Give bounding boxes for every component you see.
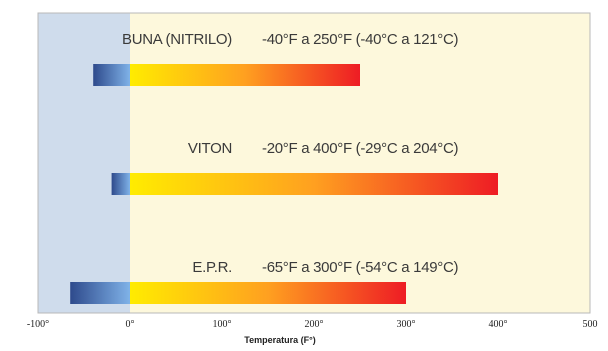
x-tick-label: -100° (27, 319, 49, 330)
bar-cold-viton (111, 173, 130, 195)
range-label-buna-nitrilo: -40°F a 250°F (-40°C a 121°C) (262, 31, 459, 48)
x-tick-label: 500 (583, 319, 598, 330)
bar-cold-buna-nitrilo (93, 64, 130, 86)
x-tick-label: 400° (489, 319, 508, 330)
bar-warm-viton (130, 173, 498, 195)
bar-cold-e-p-r (70, 282, 130, 304)
bar-warm-e-p-r (130, 282, 406, 304)
x-axis-title: Temperatura (F°) (244, 335, 315, 345)
x-tick-label: 200° (305, 319, 324, 330)
plot-frame (37, 12, 591, 314)
range-label-e-p-r: -65°F a 300°F (-54°C a 149°C) (262, 259, 459, 276)
x-tick-label: 100° (213, 319, 232, 330)
above-zero-panel (130, 13, 590, 313)
x-tick-label: 0° (126, 319, 135, 330)
material-label-buna-nitrilo: BUNA (NITRILO) (122, 31, 232, 48)
bar-warm-buna-nitrilo (130, 64, 360, 86)
below-zero-panel (38, 13, 130, 313)
range-label-viton: -20°F a 400°F (-29°C a 204°C) (262, 140, 459, 157)
material-label-viton: VITON (188, 140, 232, 157)
x-tick-label: 300° (397, 319, 416, 330)
material-label-e-p-r: E.P.R. (192, 259, 232, 276)
